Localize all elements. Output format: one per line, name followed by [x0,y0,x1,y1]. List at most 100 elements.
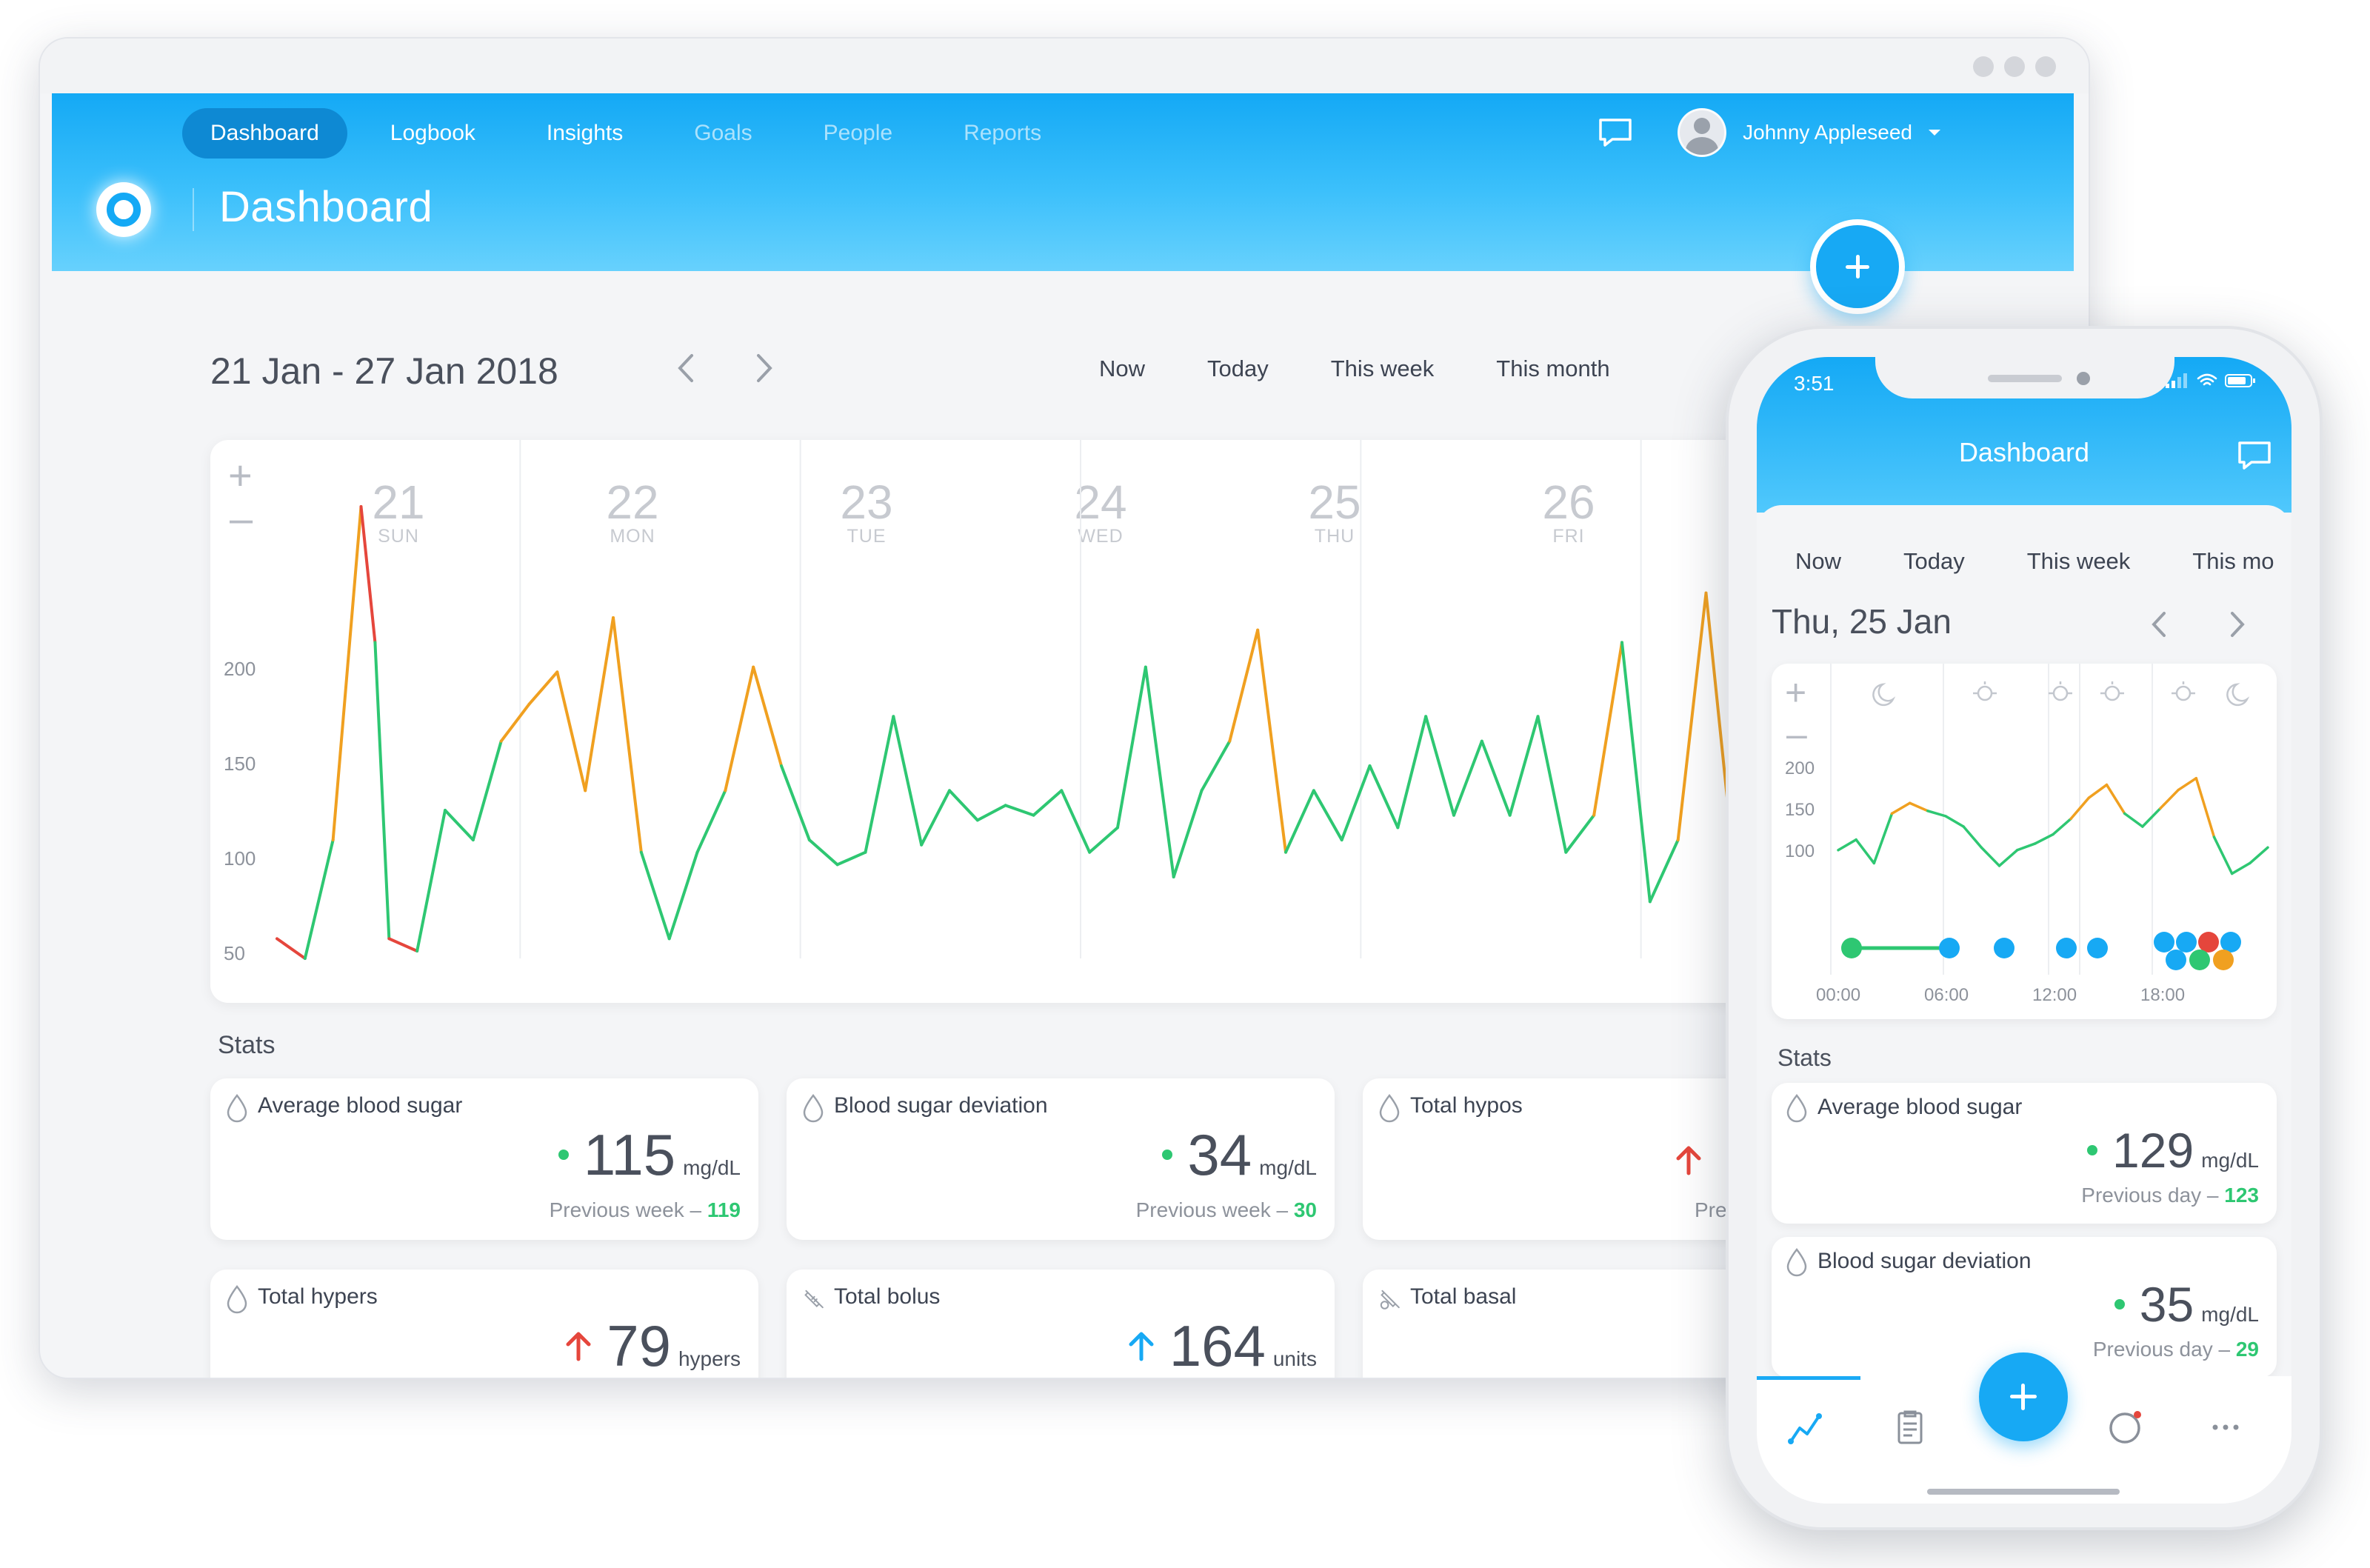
user-area: Johnny Appleseed [1598,108,1940,157]
window-controls[interactable] [1973,56,2056,77]
sun-icon [2049,681,2072,701]
zoom-in-icon[interactable]: + [228,452,253,498]
glucose-line-segment [695,789,727,854]
goals-icon[interactable] [2103,1406,2146,1449]
glucose-line-segment [835,850,867,867]
chat-icon[interactable] [1598,117,1633,148]
tab-logbook[interactable]: Logbook [390,121,475,145]
stat-previous: Previous week – 119 [549,1198,741,1221]
glucose-line-segment [1088,826,1119,854]
glucose-line-segment [499,702,531,743]
period-this-week[interactable]: This week [2026,548,2131,574]
glucose-line-segment [1004,804,1035,817]
phone-glucose-line-segment [1944,815,1965,828]
period-today[interactable]: Today [1903,548,1965,574]
glucose-line-segment [1536,715,1568,854]
phone-glucose-chart [1830,664,2269,975]
period-this-month[interactable]: This month [1496,356,1610,381]
day-label: 26 FRI [1542,476,1595,547]
stat-card-blood-sugar-deviation[interactable]: Blood sugar deviation 34 mg/dL Previous … [787,1078,1335,1240]
chevron-left-icon[interactable] [671,347,701,390]
user-name[interactable]: Johnny Appleseed [1743,121,1912,144]
event-markers [1841,932,2241,970]
period-this-week[interactable]: This week [1330,356,1435,381]
phone-glucose-line-segment [2194,776,2216,838]
stat-card-total-hypers[interactable]: Total hypers 79 hypers [210,1270,758,1378]
day-label: 25 THU [1308,476,1361,547]
drop-icon [1379,1093,1400,1123]
zoom-out-icon[interactable]: – [1786,713,1807,755]
glucose-line-segment [948,789,979,822]
tab-dashboard[interactable]: Dashboard [182,108,347,159]
period-today[interactable]: Today [1207,356,1269,381]
zoom-out-icon[interactable]: – [230,495,253,541]
phone-glucose-line-segment [2034,833,2054,845]
x-tick-label: 12:00 [2032,985,2077,1005]
status-time: 3:51 [1794,372,1835,395]
avatar[interactable] [1678,108,1727,157]
tab-insights[interactable]: Insights [546,121,624,145]
status-dot [558,1150,569,1160]
chart-line-icon[interactable] [1785,1406,1828,1449]
tab-goals[interactable]: Goals [694,121,752,145]
day-label: 24 WED [1074,476,1127,547]
phone-glucose-line-segment [1837,838,1857,852]
tab-people[interactable]: People [823,121,893,145]
tab-reports[interactable]: Reports [964,121,1042,145]
stat-card-total-bolus[interactable]: Total bolus 164 units [787,1270,1335,1378]
phone-glucose-line-segment [1926,810,1947,818]
stat-label: Blood sugar deviation [834,1093,1048,1118]
stat-unit: mg/dL [1259,1156,1317,1179]
chevron-right-icon[interactable] [2225,606,2250,643]
chevron-left-icon[interactable] [2146,606,2172,643]
glucose-line-segment [1424,715,1455,817]
glucose-line-segment [724,665,755,793]
home-indicator[interactable] [1927,1489,2120,1495]
stat-label: Total basal [1410,1284,1517,1309]
glucose-line-segment [1256,628,1287,854]
drop-icon [227,1284,247,1314]
chevron-down-icon[interactable] [1929,130,1940,136]
phone-add-entry-button[interactable] [1979,1352,2068,1441]
glucose-line-segment [864,715,895,854]
stat-value: 164 [1169,1313,1266,1378]
more-icon[interactable] [2204,1406,2247,1449]
arrow-up-icon [1676,1146,1701,1175]
drop-icon [227,1093,247,1123]
phone-glucose-line-segment [2177,776,2198,792]
page-title: Dashboard [219,183,433,231]
zoom-in-icon[interactable]: + [1785,672,1807,713]
glucose-line-segment [1564,813,1596,854]
basal-syringe-icon [1380,1290,1400,1310]
phone-glucose-line-segment [1855,838,1876,865]
chat-icon[interactable] [2237,440,2272,471]
glucose-line-segment [639,850,671,941]
phone-period-selector: Now Today This week This mo [1795,548,2291,575]
phone-stat-average-blood-sugar[interactable]: Average blood sugar 129 mg/dL Previous d… [1772,1083,2277,1224]
stat-value-row: 34 mg/dL [1162,1126,1317,1184]
add-entry-button[interactable] [1810,219,1905,314]
stat-value: 129 [2112,1123,2194,1178]
stat-card-average-blood-sugar[interactable]: Average blood sugar 115 mg/dL Previous w… [210,1078,758,1240]
stat-previous: Previous week – 30 [1135,1198,1317,1221]
phone-glucose-line-segment [1962,825,1983,849]
glucose-line-segment [1032,789,1064,817]
x-tick-label: 18:00 [2140,985,2186,1005]
phone-glucose-line-segment [2212,835,2234,875]
phone-screen: 3:51 Dashboard Now Today This week This … [1757,357,2291,1504]
phone-glucose-line-segment [1997,849,2019,867]
stat-unit: mg/dL [2201,1149,2259,1172]
drop-icon [803,1093,824,1123]
glucose-line-segment [1648,838,1680,904]
phone-glucose-line-segment [2141,807,2162,828]
battery-icon [2225,374,2255,387]
period-now[interactable]: Now [1795,548,1842,574]
chevron-right-icon[interactable] [750,347,779,390]
stat-previous: Previous day – 29 [2092,1338,2259,1361]
glucose-line-segment [1592,641,1623,817]
logbook-icon[interactable] [1889,1406,1932,1449]
stat-unit: hypers [678,1347,741,1370]
stat-value: 115 [583,1122,676,1187]
period-this-month[interactable]: This mo [2192,548,2274,574]
period-now[interactable]: Now [1099,356,1146,381]
